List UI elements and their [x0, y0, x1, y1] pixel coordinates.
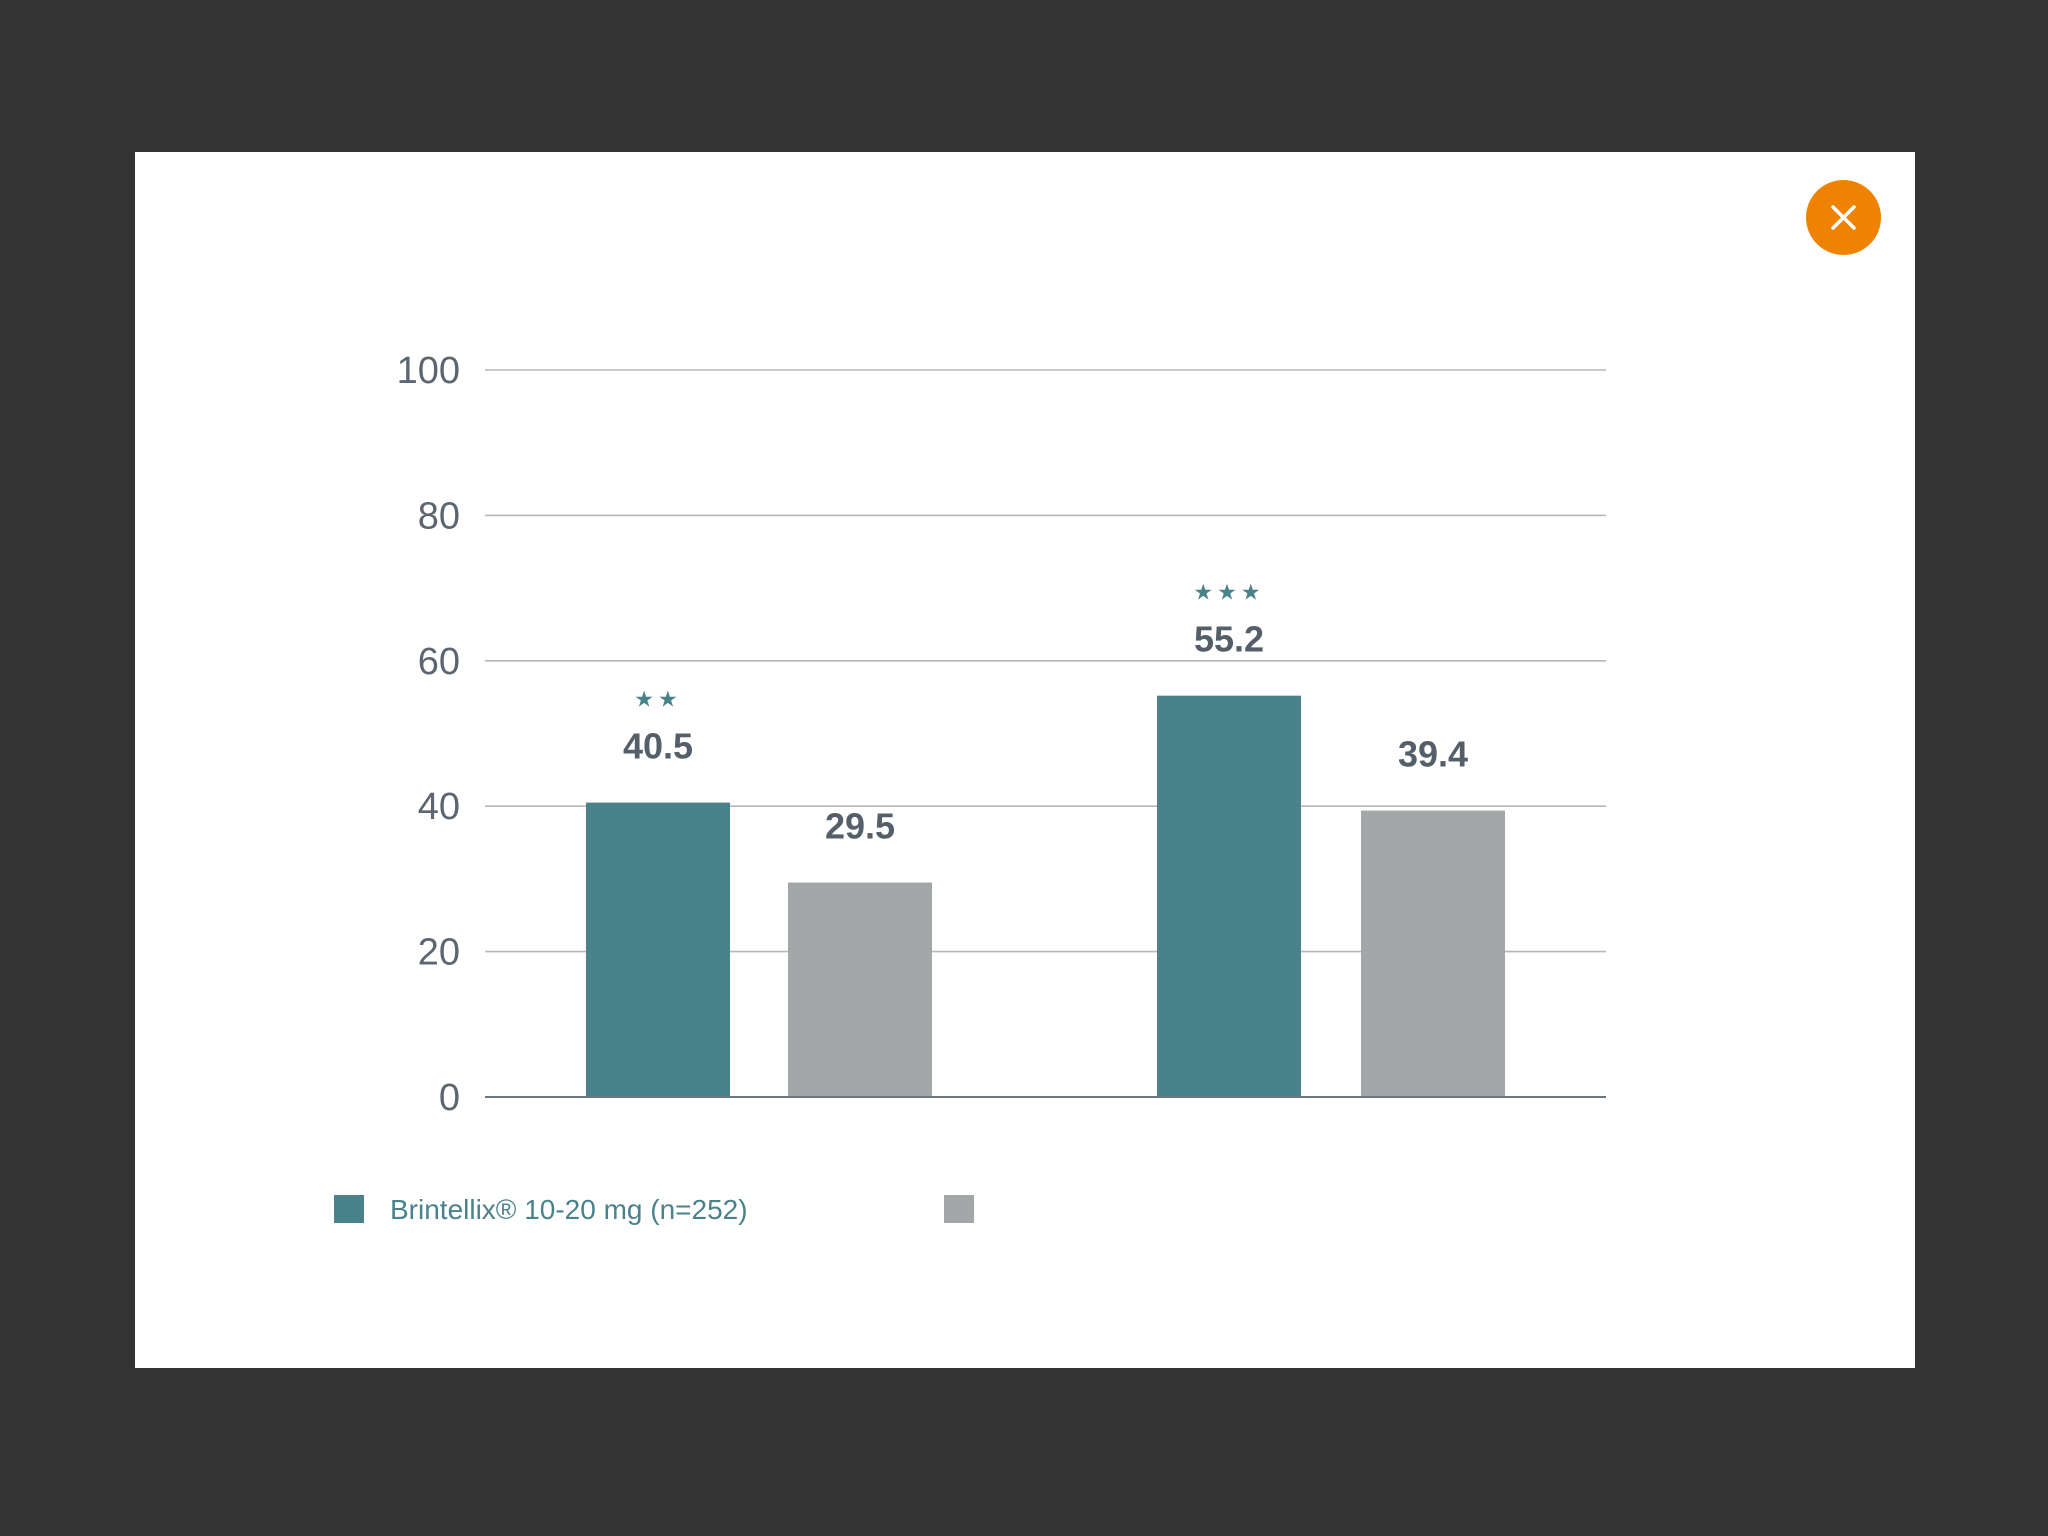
legend-label-brintellix: Brintellix® 10-20 mg (n=252) [390, 1194, 748, 1225]
chart-modal [135, 152, 1915, 1368]
close-icon [1831, 205, 1856, 230]
legend-swatch-comparator [944, 1195, 974, 1223]
legend-swatch-brintellix [334, 1195, 364, 1223]
close-button[interactable] [1806, 180, 1881, 255]
